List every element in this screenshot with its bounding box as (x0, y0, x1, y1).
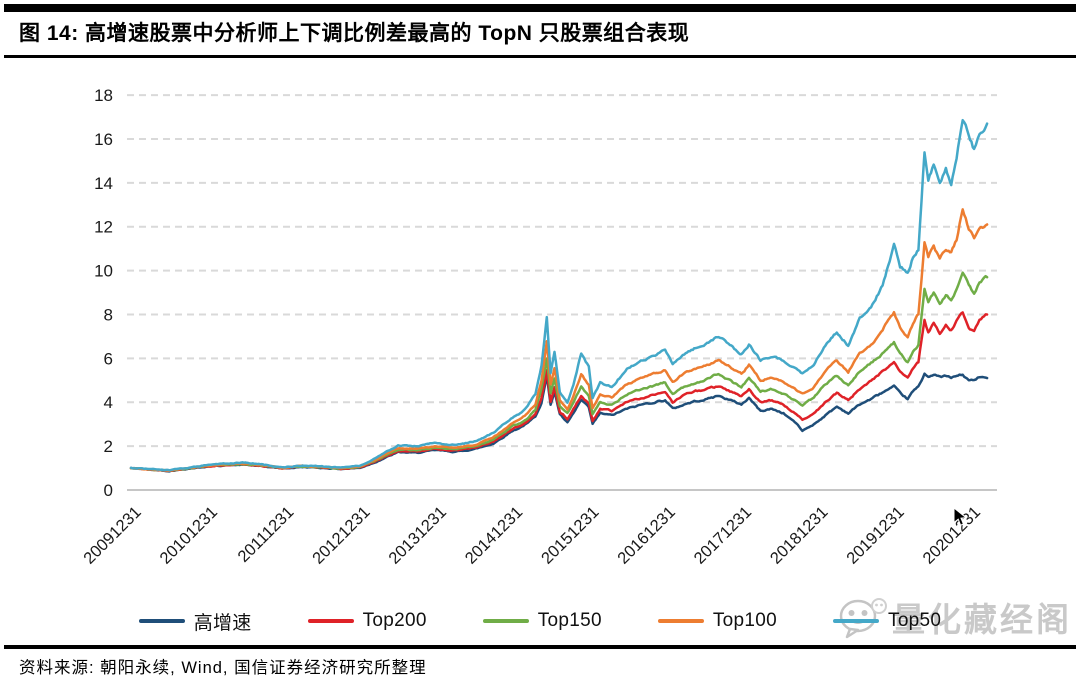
legend-swatch (138, 619, 185, 623)
watermark: 量化藏经阁 (838, 593, 1072, 641)
title-divider (4, 55, 1076, 58)
legend-label: Top50 (888, 610, 942, 631)
x-tick-label: 20121231 (309, 503, 374, 568)
footer-divider (4, 645, 1076, 649)
x-tick-label: 20091231 (80, 503, 145, 568)
legend-item-Top200: Top200 (307, 610, 427, 632)
watermark-panda-icon (839, 598, 887, 639)
y-tick-label: 0 (104, 481, 113, 500)
x-tick-label: 20101231 (156, 503, 221, 568)
y-tick-label: 16 (94, 130, 113, 149)
legend-swatch (307, 619, 354, 623)
x-tick-label: 20181231 (767, 503, 832, 568)
x-tick-label: 20201231 (919, 503, 984, 568)
series-line-Top50 (129, 118, 989, 472)
chart-legend: 高增速 Top200 Top150 Top100 Top50 (0, 606, 1080, 636)
legend-swatch (482, 619, 529, 623)
y-tick-label: 6 (104, 349, 113, 368)
legend-item-高增速: 高增速 (138, 608, 252, 635)
y-tick-label: 14 (94, 174, 113, 193)
legend-item-Top100: Top100 (657, 610, 778, 632)
y-tick-label: 4 (104, 393, 113, 412)
legend-label: 高增速 (193, 612, 252, 634)
x-tick-label: 20131231 (385, 503, 450, 568)
legend-item-Top50: Top50 (833, 610, 941, 632)
series-line-Top100 (129, 208, 989, 472)
y-tick-label: 12 (94, 218, 113, 237)
watermark-text: 量化藏经阁 (892, 601, 1072, 638)
series-line-Top150 (129, 271, 989, 472)
x-tick-label: 20171231 (691, 503, 756, 568)
x-tick-label: 20191231 (843, 503, 908, 568)
legend-label: Top150 (537, 610, 602, 631)
x-tick-label: 20161231 (614, 503, 679, 568)
y-tick-label: 2 (104, 437, 113, 456)
mouse-cursor (953, 507, 968, 526)
source-note: 资料来源: 朝阳永续, Wind, 国信证券经济研究所整理 (19, 659, 427, 677)
legend-item-Top150: Top150 (482, 610, 602, 632)
top-rule (4, 4, 1076, 12)
legend-label: Top200 (362, 610, 427, 631)
x-tick-label: 20141231 (462, 503, 527, 568)
legend-label: Top100 (712, 610, 778, 631)
y-tick-label: 10 (94, 262, 113, 281)
y-tick-label: 8 (104, 305, 113, 324)
x-tick-label: 20111231 (235, 503, 298, 566)
x-tick-label: 20151231 (538, 503, 603, 568)
legend-swatch (833, 619, 880, 623)
figure-title: 图 14: 高增速股票中分析师上下调比例差最高的 TopN 只股票组合表现 (19, 22, 690, 45)
y-tick-label: 18 (94, 86, 113, 105)
legend-swatch (657, 619, 704, 623)
